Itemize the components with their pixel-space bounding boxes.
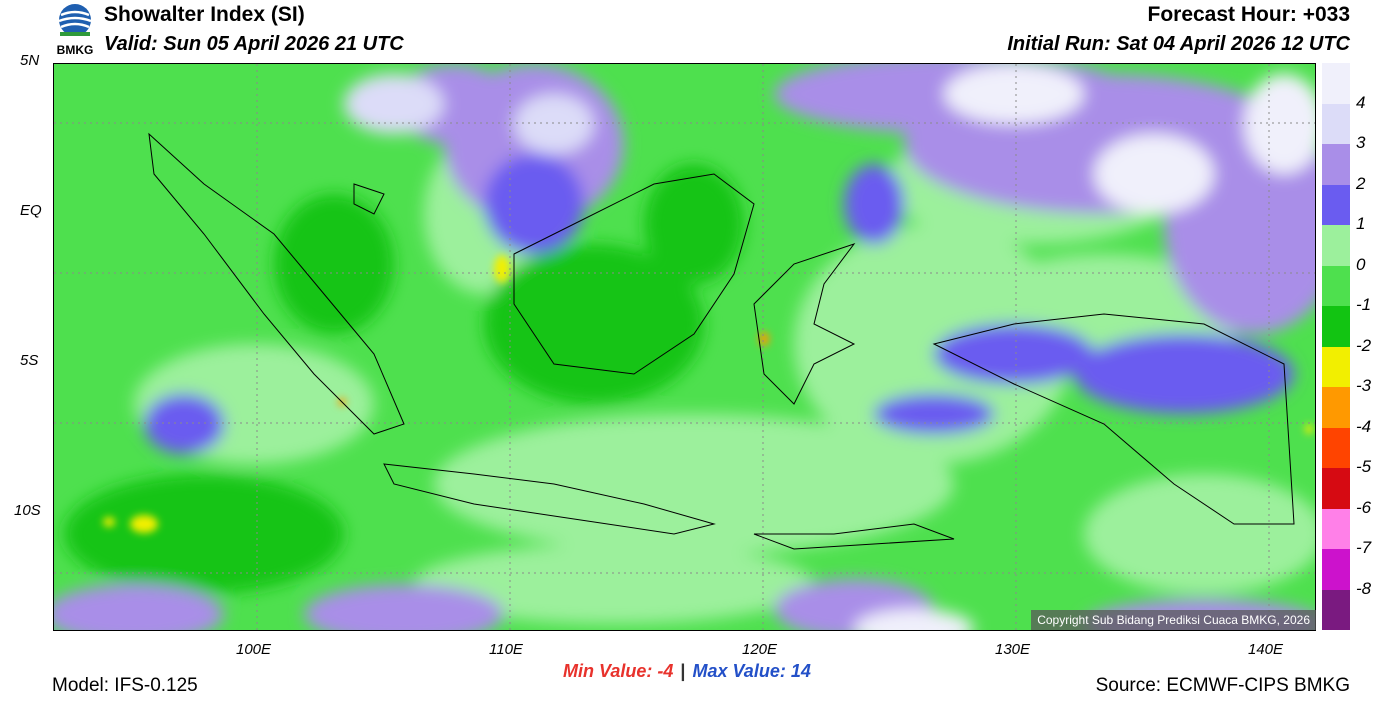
colorbar-swatch	[1322, 63, 1350, 104]
min-max-line: Min Value: -4 | Max Value: 14	[563, 661, 811, 682]
colorbar-swatch	[1322, 468, 1350, 509]
lat-label-10s: 10S	[14, 502, 41, 519]
colorbar-swatch	[1322, 184, 1350, 225]
bmkg-logo: BMKG	[50, 2, 100, 58]
model-info: Model: IFS-0.125	[52, 675, 198, 696]
colorbar-swatch	[1322, 103, 1350, 144]
max-value: 14	[790, 661, 811, 681]
chart-title: Showalter Index (SI)	[104, 3, 305, 26]
colorbar-label: 3	[1356, 133, 1366, 152]
colorbar-label: -7	[1356, 538, 1372, 557]
min-value: -4	[657, 661, 674, 681]
coastlines	[148, 132, 1295, 550]
initial-run: Initial Run: Sat 04 April 2026 12 UTC	[1007, 33, 1350, 55]
colorbar-swatch	[1322, 225, 1350, 266]
colorbar-swatch	[1322, 265, 1350, 306]
forecast-hour: Forecast Hour: +033	[1147, 3, 1351, 26]
colorbar-swatch	[1322, 387, 1350, 428]
separator: |	[680, 661, 686, 681]
min-value-label: Min Value:	[563, 661, 653, 681]
colorbar-label: -4	[1356, 416, 1372, 436]
colorbar-swatch	[1322, 306, 1350, 347]
lon-label-100e: 100E	[236, 641, 272, 658]
lon-label-130e: 130E	[995, 641, 1031, 658]
lat-label-5n: 5N	[20, 52, 40, 69]
colorbar-label: -8	[1356, 578, 1372, 598]
lon-label-120e: 120E	[742, 641, 778, 658]
unstable-spots	[103, 255, 1313, 533]
colorbar-label: -5	[1356, 457, 1372, 476]
colorbar-swatch	[1322, 508, 1350, 549]
max-value-label: Max Value:	[692, 661, 786, 681]
colorbar-label: -3	[1356, 376, 1372, 395]
colorbar-swatch	[1322, 346, 1350, 387]
lon-label-140e: 140E	[1248, 641, 1284, 658]
forecast-map	[54, 64, 1315, 630]
colorbar-swatch	[1322, 144, 1350, 185]
colorbar-label: 4	[1356, 92, 1366, 112]
colorbar-label: -2	[1356, 335, 1372, 355]
colorbar-label: -1	[1356, 295, 1372, 314]
svg-text:BMKG: BMKG	[57, 43, 94, 57]
colorbar-label: 1	[1356, 214, 1366, 233]
colorbar-label: -6	[1356, 497, 1372, 517]
colorbar-label: 0	[1356, 254, 1366, 274]
colorbar-swatch	[1322, 549, 1350, 590]
valid-time: Valid: Sun 05 April 2026 21 UTC	[104, 33, 404, 55]
colorbar-swatch	[1322, 427, 1350, 468]
lat-label-5s: 5S	[20, 352, 39, 369]
colorbar-swatch	[1322, 589, 1350, 630]
source-info: Source: ECMWF-CIPS BMKG	[1095, 675, 1350, 696]
lon-label-110e: 110E	[489, 641, 523, 658]
lat-label-eq: EQ	[20, 202, 42, 219]
graticule	[54, 64, 1315, 630]
index-field	[54, 64, 1315, 630]
map-panel	[53, 63, 1316, 631]
colorbar-label: 2	[1356, 173, 1366, 193]
copyright-notice: Copyright Sub Bidang Prediksi Cuaca BMKG…	[1031, 610, 1316, 630]
